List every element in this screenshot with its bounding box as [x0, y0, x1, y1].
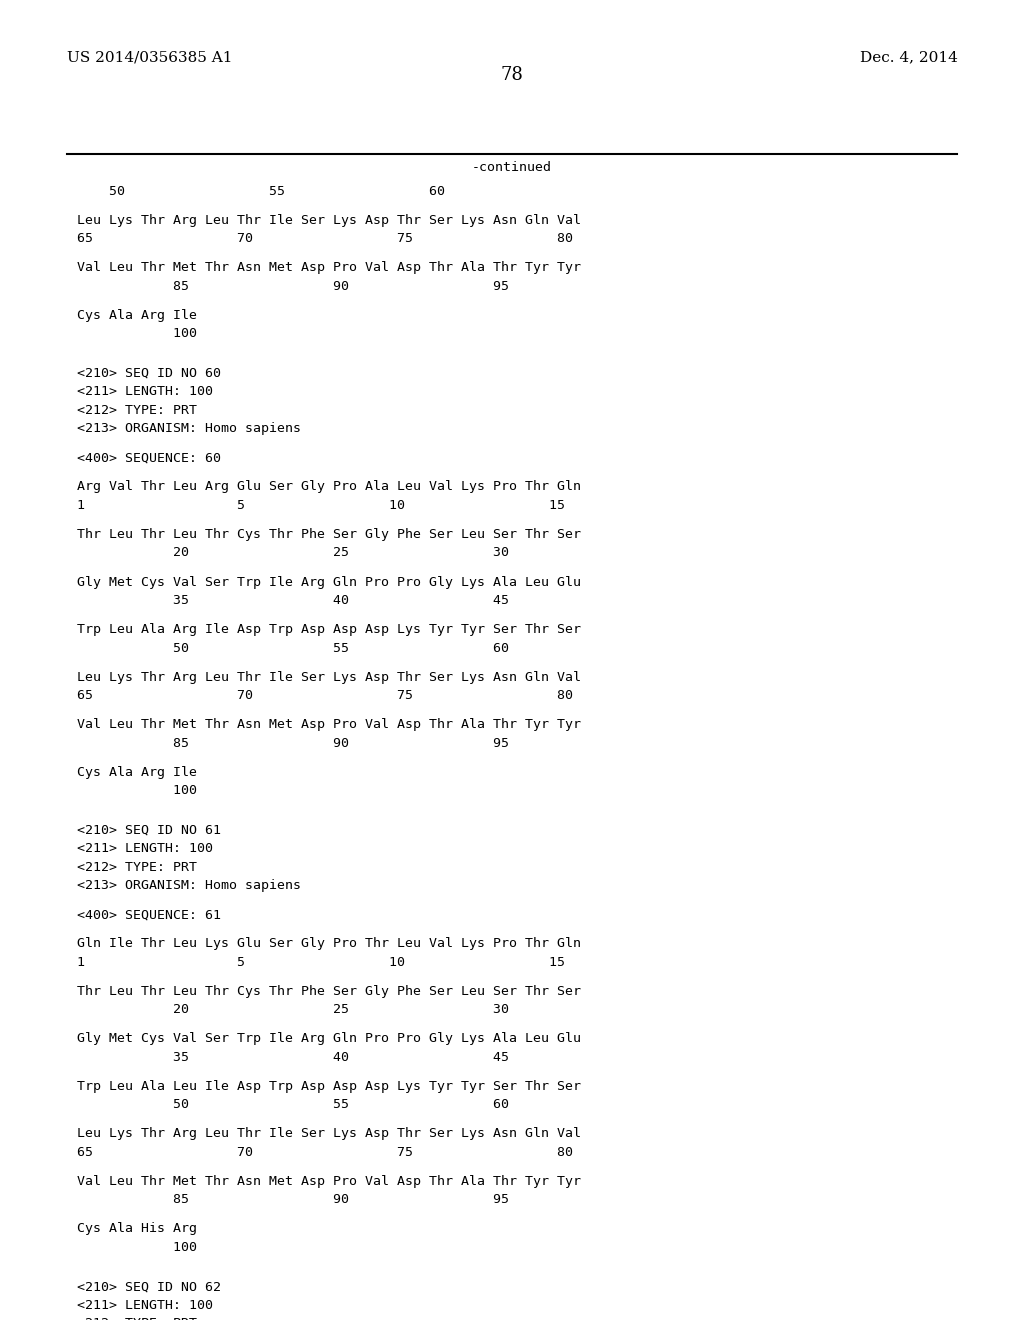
Text: Val Leu Thr Met Thr Asn Met Asp Pro Val Asp Thr Ala Thr Tyr Tyr: Val Leu Thr Met Thr Asn Met Asp Pro Val … [77, 1175, 581, 1188]
Text: <210> SEQ ID NO 61: <210> SEQ ID NO 61 [77, 824, 221, 837]
Text: Gln Ile Thr Leu Lys Glu Ser Gly Pro Thr Leu Val Lys Pro Thr Gln: Gln Ile Thr Leu Lys Glu Ser Gly Pro Thr … [77, 937, 581, 950]
Text: 20                  25                  30: 20 25 30 [77, 1003, 509, 1016]
Text: 50                  55                  60: 50 55 60 [77, 642, 509, 655]
Text: Dec. 4, 2014: Dec. 4, 2014 [859, 50, 957, 65]
Text: <213> ORGANISM: Homo sapiens: <213> ORGANISM: Homo sapiens [77, 879, 301, 892]
Text: Thr Leu Thr Leu Thr Cys Thr Phe Ser Gly Phe Ser Leu Ser Thr Ser: Thr Leu Thr Leu Thr Cys Thr Phe Ser Gly … [77, 528, 581, 541]
Text: 35                  40                  45: 35 40 45 [77, 1051, 509, 1064]
Text: Leu Lys Thr Arg Leu Thr Ile Ser Lys Asp Thr Ser Lys Asn Gln Val: Leu Lys Thr Arg Leu Thr Ile Ser Lys Asp … [77, 1127, 581, 1140]
Text: Gly Met Cys Val Ser Trp Ile Arg Gln Pro Pro Gly Lys Ala Leu Glu: Gly Met Cys Val Ser Trp Ile Arg Gln Pro … [77, 576, 581, 589]
Text: 50                  55                  60: 50 55 60 [77, 1098, 509, 1111]
Text: <212> TYPE: PRT: <212> TYPE: PRT [77, 1317, 197, 1320]
Text: Arg Val Thr Leu Arg Glu Ser Gly Pro Ala Leu Val Lys Pro Thr Gln: Arg Val Thr Leu Arg Glu Ser Gly Pro Ala … [77, 480, 581, 494]
Text: Cys Ala His Arg: Cys Ala His Arg [77, 1222, 197, 1236]
Text: -continued: -continued [472, 161, 552, 174]
Text: 65                  70                  75                  80: 65 70 75 80 [77, 232, 572, 246]
Text: Val Leu Thr Met Thr Asn Met Asp Pro Val Asp Thr Ala Thr Tyr Tyr: Val Leu Thr Met Thr Asn Met Asp Pro Val … [77, 718, 581, 731]
Text: <400> SEQUENCE: 60: <400> SEQUENCE: 60 [77, 451, 221, 465]
Text: 35                  40                  45: 35 40 45 [77, 594, 509, 607]
Text: Leu Lys Thr Arg Leu Thr Ile Ser Lys Asp Thr Ser Lys Asn Gln Val: Leu Lys Thr Arg Leu Thr Ile Ser Lys Asp … [77, 671, 581, 684]
Text: 20                  25                  30: 20 25 30 [77, 546, 509, 560]
Text: 1                   5                  10                  15: 1 5 10 15 [77, 499, 565, 512]
Text: Trp Leu Ala Arg Ile Asp Trp Asp Asp Asp Lys Tyr Tyr Ser Thr Ser: Trp Leu Ala Arg Ile Asp Trp Asp Asp Asp … [77, 623, 581, 636]
Text: <212> TYPE: PRT: <212> TYPE: PRT [77, 861, 197, 874]
Text: 85                  90                  95: 85 90 95 [77, 280, 509, 293]
Text: Leu Lys Thr Arg Leu Thr Ile Ser Lys Asp Thr Ser Lys Asn Gln Val: Leu Lys Thr Arg Leu Thr Ile Ser Lys Asp … [77, 214, 581, 227]
Text: <211> LENGTH: 100: <211> LENGTH: 100 [77, 1299, 213, 1312]
Text: 50                  55                  60: 50 55 60 [77, 185, 444, 198]
Text: <211> LENGTH: 100: <211> LENGTH: 100 [77, 842, 213, 855]
Text: Thr Leu Thr Leu Thr Cys Thr Phe Ser Gly Phe Ser Leu Ser Thr Ser: Thr Leu Thr Leu Thr Cys Thr Phe Ser Gly … [77, 985, 581, 998]
Text: 100: 100 [77, 327, 197, 341]
Text: 85                  90                  95: 85 90 95 [77, 737, 509, 750]
Text: Trp Leu Ala Leu Ile Asp Trp Asp Asp Asp Lys Tyr Tyr Ser Thr Ser: Trp Leu Ala Leu Ile Asp Trp Asp Asp Asp … [77, 1080, 581, 1093]
Text: Val Leu Thr Met Thr Asn Met Asp Pro Val Asp Thr Ala Thr Tyr Tyr: Val Leu Thr Met Thr Asn Met Asp Pro Val … [77, 261, 581, 275]
Text: Gly Met Cys Val Ser Trp Ile Arg Gln Pro Pro Gly Lys Ala Leu Glu: Gly Met Cys Val Ser Trp Ile Arg Gln Pro … [77, 1032, 581, 1045]
Text: 100: 100 [77, 1241, 197, 1254]
Text: Cys Ala Arg Ile: Cys Ala Arg Ile [77, 766, 197, 779]
Text: 65                  70                  75                  80: 65 70 75 80 [77, 689, 572, 702]
Text: <210> SEQ ID NO 60: <210> SEQ ID NO 60 [77, 367, 221, 380]
Text: 85                  90                  95: 85 90 95 [77, 1193, 509, 1206]
Text: US 2014/0356385 A1: US 2014/0356385 A1 [67, 50, 232, 65]
Text: 100: 100 [77, 784, 197, 797]
Text: <400> SEQUENCE: 61: <400> SEQUENCE: 61 [77, 908, 221, 921]
Text: 78: 78 [501, 66, 523, 84]
Text: <213> ORGANISM: Homo sapiens: <213> ORGANISM: Homo sapiens [77, 422, 301, 436]
Text: <212> TYPE: PRT: <212> TYPE: PRT [77, 404, 197, 417]
Text: <210> SEQ ID NO 62: <210> SEQ ID NO 62 [77, 1280, 221, 1294]
Text: 1                   5                  10                  15: 1 5 10 15 [77, 956, 565, 969]
Text: Cys Ala Arg Ile: Cys Ala Arg Ile [77, 309, 197, 322]
Text: 65                  70                  75                  80: 65 70 75 80 [77, 1146, 572, 1159]
Text: <211> LENGTH: 100: <211> LENGTH: 100 [77, 385, 213, 399]
